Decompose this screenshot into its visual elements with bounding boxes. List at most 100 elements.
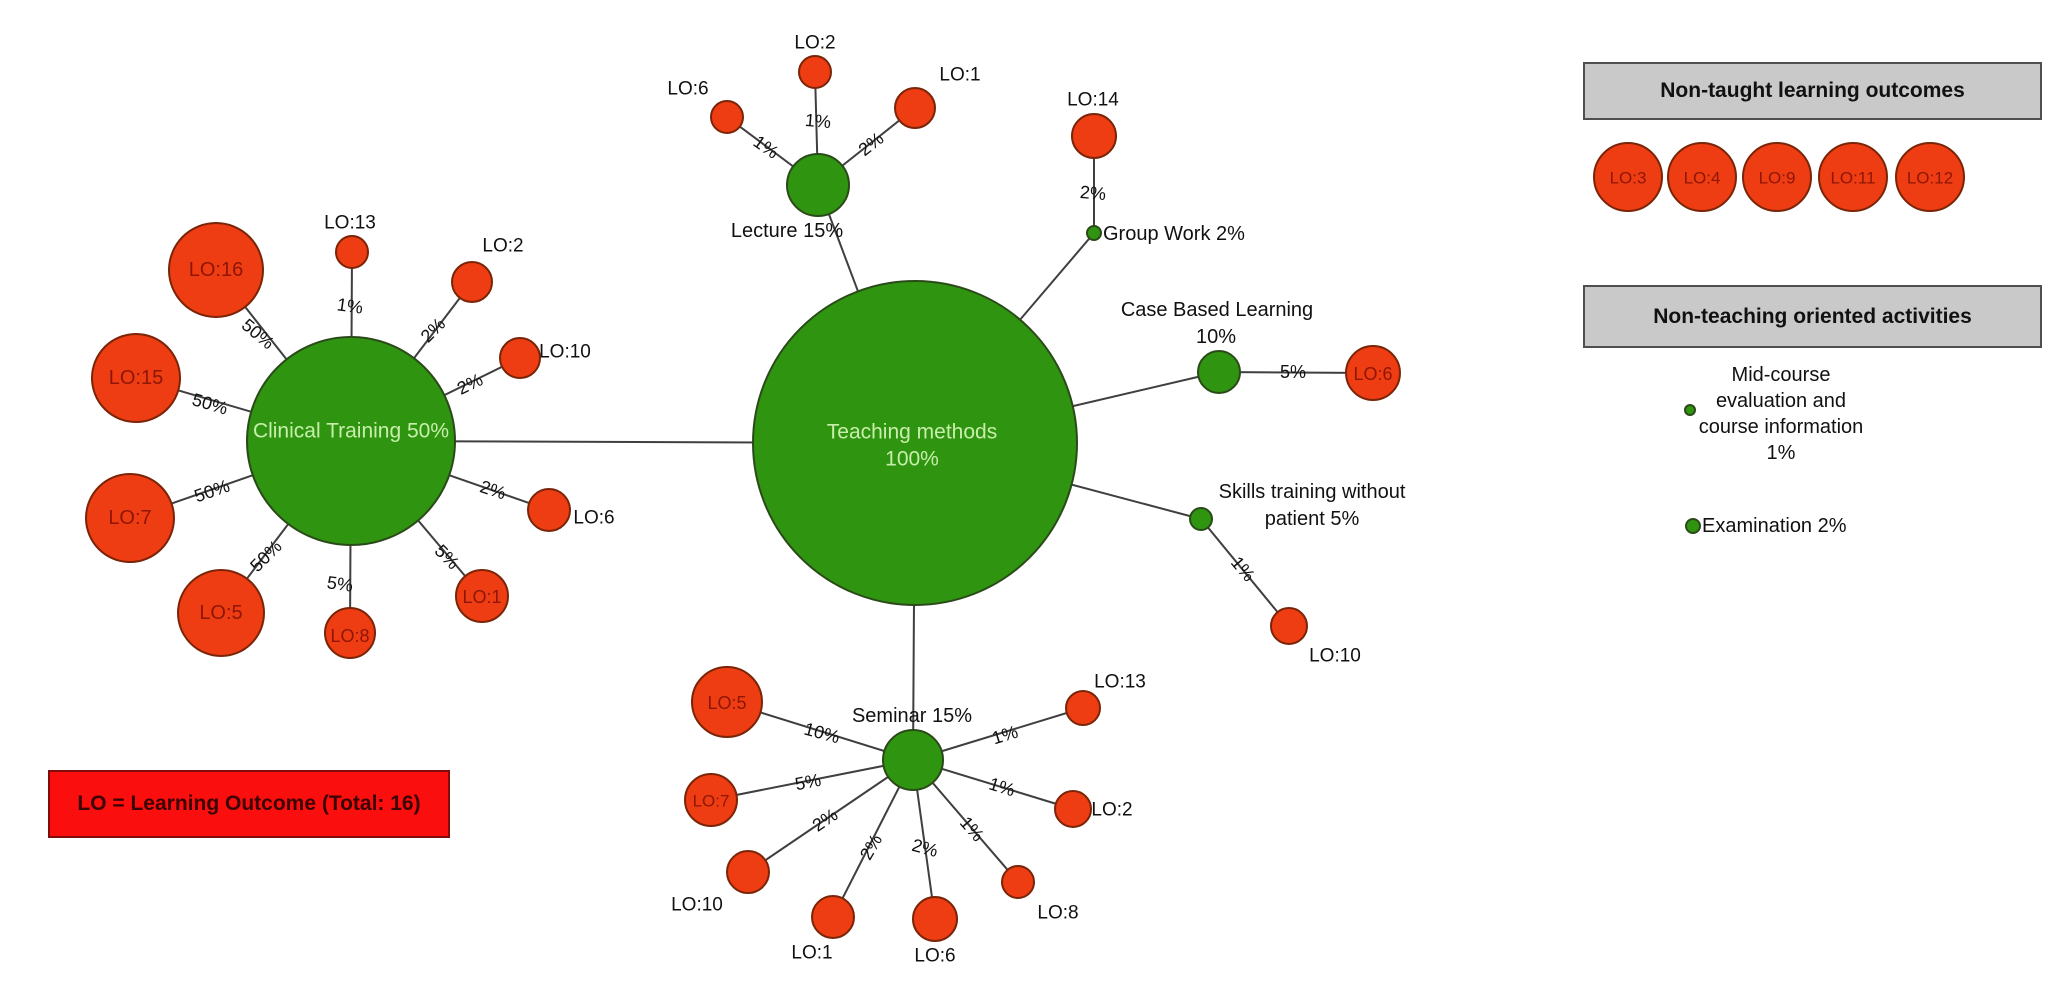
label-lo9-legend: LO:9	[1759, 169, 1796, 188]
label-pct-seminar-lo6: 2%	[910, 835, 940, 861]
node-lo2-seminar	[1054, 790, 1092, 828]
node-lo11-legend	[1818, 142, 1888, 212]
label-pct-lecture-lo6: 1%	[750, 131, 783, 162]
node-lo5-clinical	[177, 569, 265, 657]
label-lo6-seminar: LO:6	[914, 946, 955, 967]
node-examination-dot	[1685, 518, 1701, 534]
label-lo6-casebased: LO:6	[1353, 364, 1392, 384]
label-lo14-groupwork: LO:14	[1067, 90, 1119, 111]
label-pct-clinical-lo16: 50%	[238, 315, 278, 353]
node-clinical-training	[246, 336, 456, 546]
label-teaching-methods-line2: 100%	[885, 448, 939, 471]
node-lo1-lecture	[894, 87, 936, 129]
label-skills-line1: Skills training without	[1219, 481, 1406, 503]
label-lo1-lecture: LO:1	[939, 65, 980, 86]
label-lo7-seminar: LO:7	[693, 792, 730, 811]
node-lo8-seminar	[1001, 865, 1035, 899]
label-pct-clinical-lo8: 5%	[326, 572, 355, 595]
label-pct-groupwork-lo14: 2%	[1079, 182, 1107, 204]
node-lo8-clinical	[324, 607, 376, 659]
label-group-work: Group Work 2%	[1103, 223, 1245, 245]
node-lo1-clinical	[455, 569, 509, 623]
label-skills-line2: patient 5%	[1265, 508, 1360, 530]
node-lo7-clinical	[85, 473, 175, 563]
node-lo5-seminar	[691, 666, 763, 738]
node-lo7-seminar	[684, 773, 738, 827]
label-pct-seminar-lo2: 1%	[987, 774, 1018, 801]
legend-non-taught-header: Non-taught learning outcomes	[1583, 62, 2042, 120]
legend-non-teaching-header: Non-teaching oriented activities	[1583, 285, 2042, 348]
node-lo16-clinical	[168, 222, 264, 318]
label-lo5-seminar: LO:5	[707, 693, 746, 713]
label-teaching-methods-line1: Teaching methods	[827, 421, 997, 444]
node-lo6-lecture	[710, 100, 744, 134]
node-lo6-seminar	[912, 896, 958, 942]
label-case-based-line1: Case Based Learning	[1121, 299, 1313, 321]
node-lo2-lecture	[798, 55, 832, 89]
label-pct-clinical-lo10: 2%	[454, 369, 486, 398]
node-lo10-clinical	[499, 337, 541, 379]
label-clinical-training: Clinical Training 50%	[253, 420, 449, 443]
midcourse-line-1: Mid-course	[1731, 364, 1831, 386]
node-lo13-seminar	[1065, 690, 1101, 726]
label-case-based-line2: 10%	[1196, 326, 1236, 348]
label-pct-clinical-lo7: 50%	[192, 476, 233, 507]
label-pct-lecture-lo2: 1%	[804, 110, 832, 132]
midcourse-line-4: 1%	[1766, 442, 1796, 464]
label-lo6-clinical: LO:6	[573, 508, 614, 529]
node-lo10-seminar	[726, 850, 770, 894]
node-case-based-learning	[1197, 350, 1241, 394]
label-lo4-legend: LO:4	[1684, 169, 1721, 188]
label-pct-seminar-lo10: 2%	[809, 804, 842, 835]
label-lo13-seminar: LO:13	[1094, 672, 1146, 693]
label-lo6-lecture: LO:6	[667, 79, 708, 100]
label-lo8-clinical: LO:8	[330, 626, 369, 646]
label-lo2-lecture: LO:2	[794, 33, 835, 54]
node-lo1-seminar	[811, 895, 855, 939]
label-pct-clinical-lo5: 50%	[246, 536, 286, 576]
label-lo10-clinical: LO:10	[539, 342, 591, 363]
label-lo10-seminar: LO:10	[671, 895, 723, 916]
node-midcourse-dot	[1684, 404, 1696, 416]
node-skills-training	[1189, 507, 1213, 531]
edge-seminar-lo10-seminar	[747, 759, 914, 873]
label-lo1-seminar: LO:1	[791, 943, 832, 964]
examination-label: Examination 2%	[1702, 515, 1847, 537]
label-lo2-clinical: LO:2	[482, 236, 523, 257]
label-lo10-skills: LO:10	[1309, 646, 1361, 667]
label-pct-clinical-lo15: 50%	[190, 389, 230, 418]
key-box: LO = Learning Outcome (Total: 16)	[48, 770, 450, 838]
label-lo3-legend: LO:3	[1610, 169, 1647, 188]
node-lo4-legend	[1667, 142, 1737, 212]
node-lo10-skills	[1270, 607, 1308, 645]
edge-skills-training-lo10-skills	[1200, 518, 1290, 627]
node-lo14-groupwork	[1071, 113, 1117, 159]
label-lo16-clinical: LO:16	[189, 259, 243, 281]
midcourse-line-2: evaluation and	[1715, 390, 1847, 412]
edge-seminar-lo7-seminar	[710, 759, 914, 801]
node-lo2-clinical	[451, 261, 493, 303]
node-lo15-clinical	[91, 333, 181, 423]
label-lo8-seminar: LO:8	[1037, 903, 1078, 924]
label-pct-seminar-lo7: 5%	[793, 770, 822, 795]
node-teaching-methods	[752, 280, 1078, 606]
node-lecture	[786, 153, 850, 217]
node-lo6-casebased	[1345, 345, 1401, 401]
label-lo5-clinical: LO:5	[199, 602, 242, 624]
label-pct-seminar-lo1: 2%	[856, 831, 886, 864]
label-lo2-seminar: LO:2	[1091, 800, 1132, 821]
node-lo3-legend	[1593, 142, 1663, 212]
label-lo12-legend: LO:12	[1907, 169, 1953, 188]
node-seminar	[882, 729, 944, 791]
label-lo1-clinical: LO:1	[462, 587, 501, 607]
label-lo7-clinical: LO:7	[108, 507, 151, 529]
label-pct-clinical-lo6: 2%	[478, 476, 509, 503]
label-lo15-clinical: LO:15	[109, 367, 163, 389]
node-lo9-legend	[1742, 142, 1812, 212]
node-lo13-clinical	[335, 235, 369, 269]
label-pct-casebased-lo6: 5%	[1280, 362, 1306, 382]
label-lo13-clinical: LO:13	[324, 213, 376, 234]
label-lecture: Lecture 15%	[731, 220, 844, 242]
